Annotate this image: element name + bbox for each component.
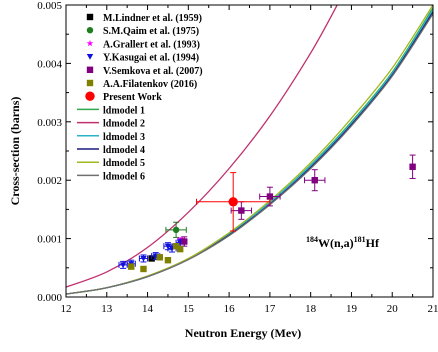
data-point (196, 173, 269, 231)
data-marker (173, 227, 179, 233)
y-tick-label: 0.004 (37, 58, 62, 70)
legend-label: ldmodel 2 (103, 119, 145, 130)
legend-item: ldmodel 4 (77, 145, 145, 156)
data-marker (128, 263, 134, 269)
data-marker (228, 197, 237, 206)
data-point (165, 257, 171, 263)
legend-marker (87, 14, 93, 20)
legend-marker (87, 54, 93, 60)
x-tick-label: 21 (428, 303, 438, 315)
legend-item: Present Work (85, 92, 162, 104)
legend-item: S.M.Qaim et al. (1975) (87, 26, 199, 37)
x-tick-label: 15 (183, 303, 195, 315)
y-tick-label: 0.000 (37, 292, 62, 304)
data-marker (140, 266, 146, 272)
data-marker (157, 254, 163, 260)
data-marker (409, 164, 415, 170)
legend-label: S.M.Qaim et al. (1975) (103, 26, 199, 37)
legend-item: A.Grallert et al. (1993) (87, 39, 200, 50)
x-tick-label: 18 (305, 303, 317, 315)
x-tick-label: 19 (346, 303, 358, 315)
x-tick-label: 14 (142, 303, 154, 315)
legend-label: ldmodel 4 (103, 145, 145, 156)
legend-label: ldmodel 1 (103, 105, 145, 116)
y-tick-label: 0.001 (37, 234, 62, 246)
data-marker (177, 246, 183, 252)
data-point (140, 266, 146, 272)
y-tick-label: 0.002 (37, 175, 62, 187)
legend-item: ldmodel 6 (77, 171, 145, 182)
x-tick-label: 20 (387, 303, 399, 315)
data-point (305, 170, 325, 191)
legend-item: ldmodel 5 (77, 158, 145, 169)
reaction-annotation: 184W(n,a)181Hf (306, 235, 380, 250)
legend-label: Present Work (103, 92, 162, 103)
legend-item: V.Semkova et al. (2007) (87, 66, 203, 77)
data-point (177, 246, 183, 252)
y-tick-label: 0.003 (37, 117, 62, 129)
x-tick-label: 12 (61, 303, 72, 315)
data-point (157, 254, 163, 260)
legend-label: A.A.Filatenkov (2016) (103, 79, 197, 90)
legend-marker (87, 40, 94, 46)
data-marker (165, 257, 171, 263)
y-tick-label: 0.005 (37, 0, 62, 12)
legend-label: ldmodel 5 (103, 158, 145, 169)
data-marker (267, 193, 273, 199)
legend-label: A.Grallert et al. (1993) (103, 39, 200, 50)
legend-item: ldmodel 1 (77, 105, 145, 116)
legend-item: A.A.Filatenkov (2016) (87, 79, 197, 90)
annotation-reaction: W(n,a) (318, 236, 354, 250)
legend-label: M.Lindner et al. (1959) (103, 13, 202, 24)
annotation-mass-product: 181 (354, 235, 366, 244)
annotation-product: Hf (366, 236, 380, 250)
x-tick-label: 17 (264, 303, 276, 315)
annotation-mass-target: 184 (306, 235, 318, 244)
legend-marker (87, 80, 93, 86)
legend: M.Lindner et al. (1959) S.M.Qaim et al. (… (77, 13, 203, 182)
data-point (119, 261, 127, 268)
legend-item: M.Lindner et al. (1959) (87, 13, 202, 24)
data-point (409, 155, 415, 178)
legend-label: ldmodel 6 (103, 171, 145, 182)
data-marker (238, 207, 244, 213)
data-marker (181, 238, 187, 244)
y-axis-title: Cross-section (barns) (8, 97, 22, 206)
legend-label: Y.Kasugai et al. (1994) (103, 53, 199, 64)
experimental-points (119, 155, 416, 272)
legend-label: ldmodel 3 (103, 132, 145, 143)
x-axis-title: Neutron Energy (Mev) (185, 326, 301, 340)
legend-marker (87, 67, 93, 73)
data-point (139, 255, 147, 262)
data-marker (312, 177, 318, 183)
data-point (128, 263, 134, 269)
legend-marker (87, 27, 93, 33)
legend-item: ldmodel 2 (77, 119, 145, 130)
legend-label: V.Semkova et al. (2007) (103, 66, 203, 77)
data-point (166, 222, 186, 237)
legend-item: Y.Kasugai et al. (1994) (87, 53, 199, 64)
x-tick-label: 13 (101, 303, 113, 315)
legend-item: ldmodel 3 (77, 132, 145, 143)
x-tick-label: 16 (224, 303, 236, 315)
legend-marker (85, 92, 94, 101)
